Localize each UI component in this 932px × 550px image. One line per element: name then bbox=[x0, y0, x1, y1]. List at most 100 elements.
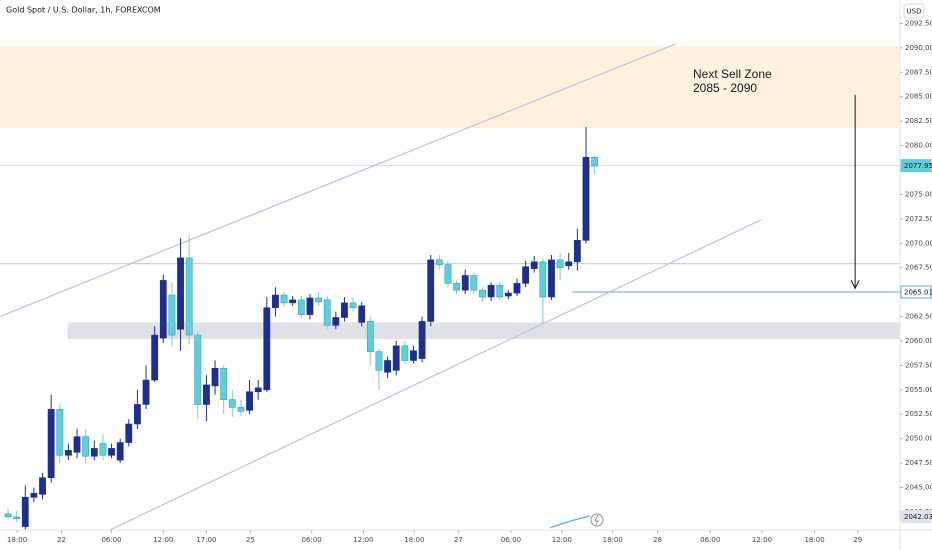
sell-zone bbox=[0, 45, 900, 128]
candle-body bbox=[82, 436, 90, 457]
candle-body bbox=[453, 283, 461, 291]
candle-body bbox=[539, 261, 547, 298]
x-tick-label: 06:00 bbox=[700, 536, 720, 544]
candle-body bbox=[228, 399, 236, 408]
x-tick-label: 12:00 bbox=[552, 536, 572, 544]
lightning-circle[interactable] bbox=[590, 513, 604, 527]
candle-body bbox=[384, 360, 391, 373]
candle-body bbox=[427, 259, 435, 322]
currency-box[interactable] bbox=[903, 3, 925, 19]
x-tick-label: 06:00 bbox=[101, 536, 121, 544]
candle-body bbox=[487, 284, 495, 298]
x-tick-label: 18:00 bbox=[7, 536, 27, 544]
y-tick-label: 2070.00 bbox=[905, 239, 932, 247]
candle-body bbox=[513, 283, 521, 294]
candle-body bbox=[159, 280, 167, 339]
price-badge bbox=[900, 285, 932, 299]
candle-body bbox=[203, 384, 210, 405]
y-tick-label: 2090.00 bbox=[905, 44, 932, 52]
candle-body bbox=[392, 345, 400, 371]
candle-body bbox=[108, 448, 115, 456]
candle-body bbox=[435, 259, 443, 266]
candle-body bbox=[39, 477, 46, 495]
candle-body bbox=[185, 257, 193, 336]
candle-body bbox=[530, 261, 538, 269]
y-tick-label: 2072.50 bbox=[905, 215, 932, 223]
candle-body bbox=[358, 305, 366, 323]
candle-body bbox=[272, 294, 279, 309]
channel-line bbox=[109, 219, 762, 531]
y-tick-label: 2050.00 bbox=[905, 435, 932, 443]
y-tick-label: 2067.50 bbox=[905, 264, 932, 272]
candle-body bbox=[220, 368, 228, 400]
x-tick-label: 18:00 bbox=[404, 536, 424, 544]
x-tick-label: 12:00 bbox=[153, 536, 173, 544]
x-tick-label: 18:00 bbox=[805, 536, 825, 544]
candle-body bbox=[280, 294, 288, 304]
price-badge-label: 2065.01 bbox=[904, 289, 932, 297]
candle-body bbox=[289, 299, 297, 304]
candle-body bbox=[401, 345, 409, 361]
candle-body bbox=[125, 423, 133, 443]
candle-body bbox=[323, 299, 331, 326]
candle-body bbox=[237, 407, 245, 412]
candle-body bbox=[56, 409, 64, 456]
y-tick-label: 2055.00 bbox=[905, 386, 932, 394]
candle-body bbox=[582, 156, 590, 241]
annotation: 2085 - 2090 bbox=[693, 81, 757, 95]
y-tick-label: 2085.00 bbox=[905, 93, 932, 101]
candle-body bbox=[116, 442, 124, 461]
currency[interactable]: USD bbox=[907, 8, 922, 16]
candle-body bbox=[246, 391, 253, 411]
x-tick-label: 27 bbox=[454, 536, 463, 544]
arrow-head bbox=[850, 279, 860, 290]
alert-icon[interactable] bbox=[549, 513, 604, 529]
candle-body bbox=[444, 264, 452, 284]
candle-body bbox=[168, 294, 176, 336]
candle-body bbox=[556, 259, 564, 268]
y-tick-label: 2092.50 bbox=[905, 19, 932, 27]
candle-body bbox=[496, 284, 504, 298]
candle-body bbox=[151, 334, 159, 381]
y-tick-label: 2052.50 bbox=[905, 410, 932, 418]
candle-body bbox=[410, 350, 417, 361]
candle-body bbox=[479, 289, 486, 298]
candle-body bbox=[90, 448, 98, 457]
candle-body bbox=[418, 321, 426, 359]
x-tick-label: 12:00 bbox=[353, 536, 373, 544]
x-tick-label: 17:00 bbox=[196, 536, 216, 544]
y-tick-label: 2047.50 bbox=[905, 459, 932, 467]
x-tick-label: 22 bbox=[57, 536, 66, 544]
candle-body bbox=[306, 297, 314, 315]
x-tick-label: 12:00 bbox=[752, 536, 772, 544]
candle-body bbox=[211, 368, 219, 387]
candle-body bbox=[254, 387, 262, 393]
candle-body bbox=[375, 351, 383, 371]
candle-body bbox=[263, 307, 271, 391]
y-tick-label: 2060.00 bbox=[905, 337, 932, 345]
spark-line bbox=[549, 515, 591, 529]
candle-body bbox=[366, 321, 374, 353]
lightning bbox=[594, 514, 599, 526]
candle-body bbox=[4, 513, 12, 518]
x-tick-label: 06:00 bbox=[501, 536, 521, 544]
annotation: Next Sell Zone bbox=[693, 67, 772, 81]
candle-body bbox=[177, 257, 184, 330]
candle-body bbox=[99, 443, 107, 456]
price-badge-label: 2042.03 bbox=[904, 513, 932, 521]
candle-body bbox=[315, 297, 322, 303]
y-tick-label: 2087.50 bbox=[905, 68, 932, 76]
candle-body bbox=[591, 156, 599, 167]
channel-line bbox=[0, 43, 676, 318]
y-tick-label: 2080.00 bbox=[905, 142, 932, 150]
x-tick-label: 18:00 bbox=[603, 536, 623, 544]
candle-body bbox=[142, 379, 150, 405]
candle-body bbox=[30, 493, 38, 498]
candle-body bbox=[349, 302, 357, 309]
candle-body bbox=[13, 516, 21, 520]
price-badge bbox=[900, 510, 932, 524]
y-tick-label: 2062.50 bbox=[905, 313, 932, 321]
x-tick-label: 28 bbox=[653, 536, 662, 544]
candle-body bbox=[297, 299, 305, 315]
